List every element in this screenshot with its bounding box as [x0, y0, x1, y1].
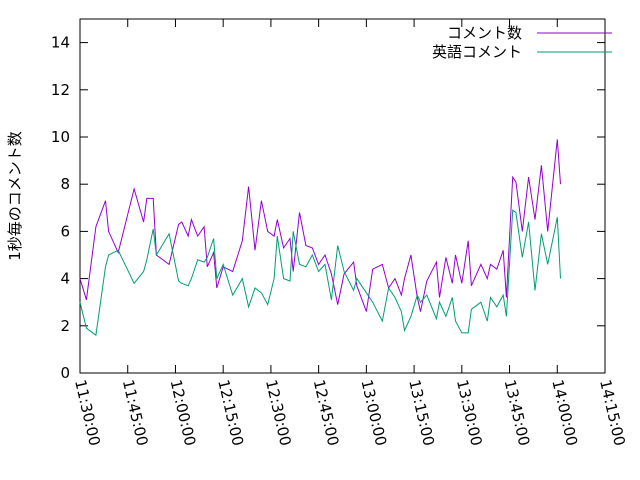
y-tick-label: 10	[51, 128, 70, 146]
x-tick-label: 13:45:00	[501, 378, 534, 448]
y-tick-label: 6	[60, 222, 70, 240]
y-tick-label: 14	[51, 34, 70, 52]
series-line	[79, 139, 561, 312]
x-tick-label: 12:15:00	[214, 378, 247, 448]
x-tick-label: 11:45:00	[119, 378, 152, 448]
y-tick-label: 2	[60, 317, 70, 335]
y-tick-label: 0	[60, 364, 70, 382]
y-tick-label: 12	[51, 81, 70, 99]
x-tick-label: 13:00:00	[357, 378, 390, 448]
x-tick-label: 11:30:00	[71, 378, 104, 448]
x-tick-label: 12:45:00	[310, 378, 343, 448]
x-tick-label: 13:15:00	[405, 378, 438, 448]
legend-label: 英語コメント	[432, 43, 522, 61]
x-tick-label: 14:15:00	[596, 378, 629, 448]
x-tick-label: 12:30:00	[262, 378, 295, 448]
y-tick-label: 4	[60, 270, 70, 288]
y-axis-label: 1秒毎のコメント数	[6, 131, 24, 261]
x-tick-label: 14:00:00	[548, 378, 581, 448]
y-tick-label: 8	[60, 175, 70, 193]
series-line	[79, 209, 561, 337]
legend-label: コメント数	[447, 24, 522, 42]
x-tick-label: 13:30:00	[453, 378, 486, 448]
x-tick-label: 12:00:00	[167, 378, 200, 448]
plot-frame	[79, 18, 606, 374]
